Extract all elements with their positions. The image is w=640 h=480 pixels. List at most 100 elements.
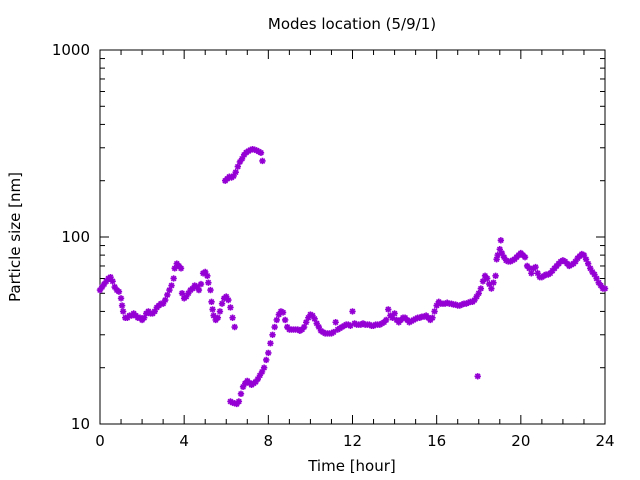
data-point bbox=[475, 290, 482, 297]
x-axis-title: Time [hour] bbox=[307, 457, 396, 475]
y-axis-title: Particle size [nm] bbox=[6, 172, 24, 302]
data-point bbox=[303, 319, 310, 326]
data-point bbox=[247, 146, 254, 154]
data-point bbox=[151, 308, 158, 315]
data-point bbox=[170, 275, 177, 282]
data-point bbox=[479, 278, 487, 285]
data-point bbox=[584, 260, 592, 267]
data-point bbox=[309, 312, 316, 319]
data-point bbox=[263, 356, 270, 364]
x-tick-label: 8 bbox=[264, 432, 274, 450]
data-point bbox=[109, 278, 116, 285]
data-point bbox=[103, 278, 110, 285]
data-point bbox=[441, 300, 449, 307]
x-tick-label: 12 bbox=[343, 432, 362, 450]
data-point bbox=[204, 272, 211, 280]
data-point bbox=[271, 323, 278, 331]
x-tick-label: 20 bbox=[511, 432, 530, 450]
data-point bbox=[237, 390, 245, 398]
y-tick-label: 1000 bbox=[52, 41, 90, 59]
plot-frame bbox=[99, 49, 606, 425]
data-point bbox=[315, 323, 323, 331]
data-point bbox=[269, 331, 276, 338]
data-point bbox=[443, 299, 451, 306]
data-point bbox=[313, 320, 320, 327]
data-point bbox=[96, 286, 104, 294]
data-point bbox=[140, 314, 148, 321]
data-point bbox=[279, 309, 287, 316]
data-point bbox=[267, 340, 274, 347]
x-tick-label: 4 bbox=[179, 432, 189, 450]
data-point bbox=[238, 155, 246, 162]
data-point bbox=[311, 315, 318, 323]
data-point bbox=[591, 271, 598, 278]
data-point bbox=[496, 246, 503, 253]
data-point bbox=[234, 163, 242, 170]
data-point bbox=[349, 308, 356, 315]
data-point bbox=[236, 158, 244, 166]
data-point bbox=[534, 270, 541, 277]
data-point bbox=[205, 279, 212, 286]
data-point bbox=[458, 301, 466, 308]
data-point bbox=[473, 293, 480, 300]
data-point bbox=[101, 280, 108, 288]
x-tick-label: 0 bbox=[95, 432, 105, 450]
data-point bbox=[259, 157, 266, 165]
data-point bbox=[471, 296, 478, 304]
data-point bbox=[225, 296, 232, 304]
data-point bbox=[209, 306, 216, 313]
data-point bbox=[235, 398, 243, 405]
data-point bbox=[492, 272, 499, 280]
data-point bbox=[433, 302, 440, 309]
data-point bbox=[119, 308, 127, 315]
data-point bbox=[177, 265, 185, 272]
y-tick-label: 10 bbox=[71, 415, 90, 433]
data-point bbox=[256, 372, 264, 379]
data-point bbox=[197, 280, 205, 288]
data-point bbox=[528, 270, 535, 277]
data-point bbox=[465, 299, 472, 306]
data-point bbox=[232, 169, 239, 176]
data-point bbox=[490, 279, 497, 286]
data-point bbox=[98, 283, 106, 291]
data-point bbox=[227, 304, 234, 311]
data-point bbox=[330, 328, 337, 336]
data-point bbox=[448, 300, 455, 307]
data-point bbox=[159, 300, 167, 307]
axis-ticks: 0 4 8 12 16 20 24 10 100 1000 bbox=[52, 41, 615, 450]
data-point bbox=[214, 314, 222, 321]
data-point bbox=[230, 172, 237, 180]
data-point bbox=[223, 293, 230, 300]
data-point bbox=[580, 251, 588, 259]
data-point bbox=[239, 383, 247, 391]
data-point bbox=[166, 286, 173, 294]
data-point bbox=[208, 298, 215, 306]
data-point bbox=[572, 258, 579, 265]
data-point bbox=[589, 268, 596, 276]
data-point bbox=[456, 302, 464, 309]
data-point bbox=[117, 295, 125, 302]
data-point bbox=[183, 293, 190, 300]
data-point bbox=[582, 256, 590, 263]
data-point bbox=[332, 319, 339, 326]
data-point bbox=[251, 146, 258, 153]
y-tick-label: 100 bbox=[61, 228, 90, 246]
data-point bbox=[494, 251, 501, 259]
data-point bbox=[107, 273, 114, 281]
data-point bbox=[481, 272, 489, 280]
data-point bbox=[260, 364, 268, 371]
data-point bbox=[597, 282, 604, 289]
data-point bbox=[210, 312, 217, 319]
data-point bbox=[500, 253, 508, 261]
data-point bbox=[216, 308, 224, 315]
data-point bbox=[483, 275, 491, 282]
data-point bbox=[593, 275, 600, 282]
data-point bbox=[231, 323, 238, 331]
data-point bbox=[185, 290, 192, 297]
data-point bbox=[193, 283, 200, 291]
x-tick-label: 24 bbox=[595, 432, 614, 450]
data-point bbox=[595, 279, 602, 286]
data-point bbox=[488, 285, 495, 292]
data-point bbox=[118, 302, 126, 309]
data-point bbox=[462, 300, 470, 307]
